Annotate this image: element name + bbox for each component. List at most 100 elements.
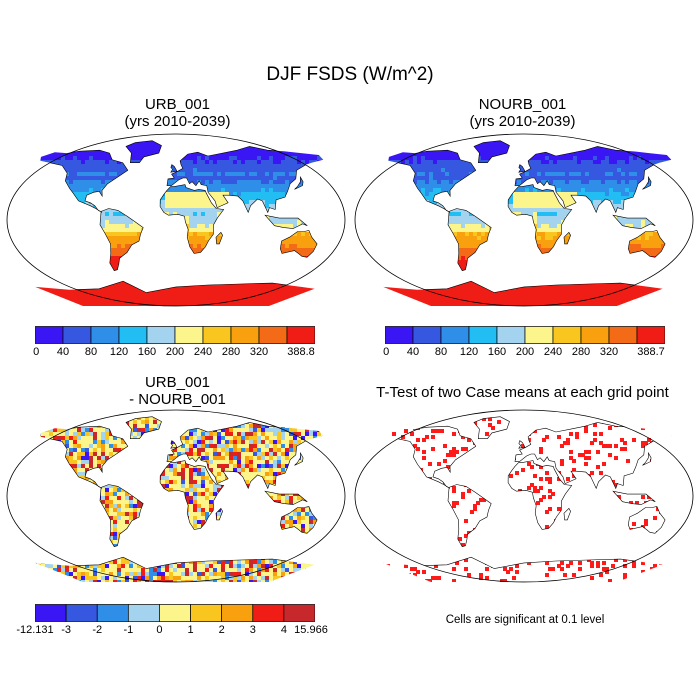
coastline-japan (642, 451, 652, 466)
panel-urb-title-line1: URB_001 (144, 96, 211, 113)
colorbar-swatch (608, 326, 638, 344)
colorbar-tick-label: 200 (515, 346, 535, 358)
coastline-australia (627, 506, 666, 534)
colorbar-swatch (252, 604, 285, 622)
colorbar-tick-label: 80 (434, 346, 448, 358)
coastline-eurasia (166, 146, 324, 214)
colorbar-diff-labels: -12.131 -3 -2 -1 0 1 2 3 4 15.966 (16, 624, 327, 640)
coastline-indonesia (264, 490, 308, 505)
figure-title: DJF FSDS (W/m^2) (266, 64, 434, 85)
colorbar-swatch (96, 604, 129, 622)
colorbar-swatch (190, 604, 223, 622)
map-ttest (354, 409, 694, 583)
coastlines (383, 416, 672, 582)
colorbar-swatch (221, 604, 254, 622)
colorbar-swatch (385, 326, 414, 344)
panel-nourb-title-line1: NOURB_001 (478, 96, 567, 113)
colorbar-tick-label: -3 (61, 624, 71, 636)
colorbar-tick-label: 4 (280, 624, 287, 636)
colorbar-swatch (580, 326, 610, 344)
coastline-south-america (99, 208, 144, 271)
coastline-indonesia (264, 214, 308, 229)
coastline-australia (279, 230, 318, 258)
coastline-africa (159, 184, 225, 254)
colorbar-urb (35, 326, 315, 344)
map-diff (6, 409, 346, 583)
colorbar-swatch (174, 326, 204, 344)
colorbar-swatch (202, 326, 232, 344)
coastline-south-america (99, 484, 144, 547)
colorbar-tick-label: 320 (599, 346, 619, 358)
coastline-madagascar (215, 507, 223, 521)
panel-diff-title: URB_001 - NOURB_001 (25, 374, 330, 408)
colorbar-tick-label: 120 (459, 346, 479, 358)
coastline-madagascar (563, 507, 571, 521)
colorbar-tick-label: 120 (109, 346, 129, 358)
map-border (354, 133, 694, 307)
coastline-australia (279, 506, 318, 534)
coastline-greenland (125, 416, 162, 439)
significance-note: Cells are significant at 0.1 level (445, 614, 605, 626)
colorbar-tick-label: 200 (165, 346, 185, 358)
colorbar-swatch (90, 326, 120, 344)
colorbar-end-label: 388.7 (637, 346, 665, 358)
colorbar-end-label: 388.8 (287, 346, 315, 358)
colorbar-nourb-labels: 0 40 80 120 160 200 240 280 320 388.7 (383, 346, 665, 362)
panel-urb-title: URB_001 (yrs 2010-2039) (25, 96, 330, 130)
coastline-madagascar (563, 231, 571, 245)
coastline-uk (518, 440, 526, 449)
colorbar-nourb (385, 326, 665, 344)
colorbar-swatch (146, 326, 176, 344)
coastline-africa (159, 460, 225, 530)
colorbar-tick-label: 0 (156, 624, 163, 636)
coastline-uk (518, 164, 526, 173)
colorbar-swatch (636, 326, 665, 344)
colorbar-swatch (35, 604, 67, 622)
coastline-japan (294, 175, 304, 190)
panel-nourb-title: NOURB_001 (yrs 2010-2039) (370, 96, 675, 130)
coastline-greenland (473, 140, 510, 163)
coastline-madagascar (215, 231, 223, 245)
map-border (6, 409, 346, 583)
colorbar-tick-label: 40 (56, 346, 70, 358)
coastline-north-america (39, 425, 129, 489)
map-border (354, 409, 694, 583)
panel-nourb-title-line2: (yrs 2010-2039) (469, 113, 576, 130)
coastline-greenland (473, 416, 510, 439)
colorbar-swatch (286, 326, 315, 344)
coastline-japan (294, 451, 304, 466)
coastline-indonesia (612, 490, 656, 505)
colorbar-tick-label: 1 (187, 624, 194, 636)
coastline-south-america (447, 208, 492, 271)
colorbar-tick-label: 0 (383, 346, 390, 358)
coastline-uk (170, 440, 178, 449)
coastline-south-america (447, 484, 492, 547)
colorbar-swatch (62, 326, 92, 344)
colorbar-swatch (412, 326, 442, 344)
colorbar-swatch (440, 326, 470, 344)
colorbar-tick-label: 80 (84, 346, 98, 358)
coastline-indonesia (612, 214, 656, 229)
colorbar-swatch (127, 604, 160, 622)
coastline-eurasia (166, 422, 324, 490)
colorbar-swatch (524, 326, 554, 344)
coastline-africa (507, 184, 573, 254)
colorbar-tick-label: 160 (137, 346, 157, 358)
colorbar-tick-label: 320 (249, 346, 269, 358)
colorbar-tick-label: 15.966 (294, 624, 328, 636)
colorbar-swatch (283, 604, 315, 622)
colorbar-swatch (159, 604, 191, 622)
colorbar-swatch (496, 326, 526, 344)
colorbar-swatch (258, 326, 288, 344)
coastline-greenland (125, 140, 162, 163)
colorbar-tick-label: 160 (487, 346, 507, 358)
coastline-japan (642, 175, 652, 190)
map-nourb (354, 133, 694, 307)
colorbar-tick-label: -1 (123, 624, 134, 636)
colorbar-tick-label: 280 (571, 346, 591, 358)
map-urb (6, 133, 346, 307)
coastline-north-america (39, 149, 129, 213)
panel-diff-title-line2: - NOURB_001 (129, 391, 226, 408)
colorbar-swatch (468, 326, 498, 344)
